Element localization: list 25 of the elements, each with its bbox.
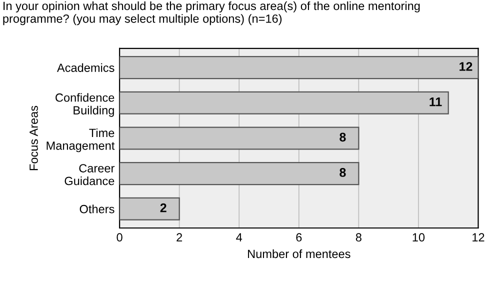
x-tick-label: 0 xyxy=(116,233,122,242)
x-axis-title: Number of mentees xyxy=(248,249,350,258)
x-tick-label: 12 xyxy=(472,233,484,242)
data-label: 8 xyxy=(340,168,346,177)
bar xyxy=(120,162,360,186)
data-label: 11 xyxy=(430,98,442,106)
bar xyxy=(120,197,180,220)
bar xyxy=(120,56,478,80)
chart-title: In your opinion what should be the primary focus area(s) of the online mentoring programme? (you may select multiple options) (n=16) xyxy=(3,1,420,26)
y-tick-label: Career Guidance xyxy=(64,164,115,186)
x-tick-label: 10 xyxy=(412,233,425,242)
x-tick-label: 8 xyxy=(356,233,362,242)
bar xyxy=(120,91,449,114)
data-label: 2 xyxy=(160,203,166,212)
x-tick-label: 4 xyxy=(236,233,242,242)
bar xyxy=(120,126,360,150)
y-tick-label: Confidence Building xyxy=(56,93,114,117)
y-axis-title: Focus Areas xyxy=(30,106,38,170)
y-tick-label: Others xyxy=(80,204,114,214)
y-tick-label: Time Management xyxy=(46,128,115,152)
x-tick-label: 6 xyxy=(296,233,302,242)
y-tick-label: Academics xyxy=(56,63,114,72)
x-tick-label: 2 xyxy=(176,233,182,242)
data-label: 12 xyxy=(460,62,472,71)
data-label: 8 xyxy=(340,132,346,142)
